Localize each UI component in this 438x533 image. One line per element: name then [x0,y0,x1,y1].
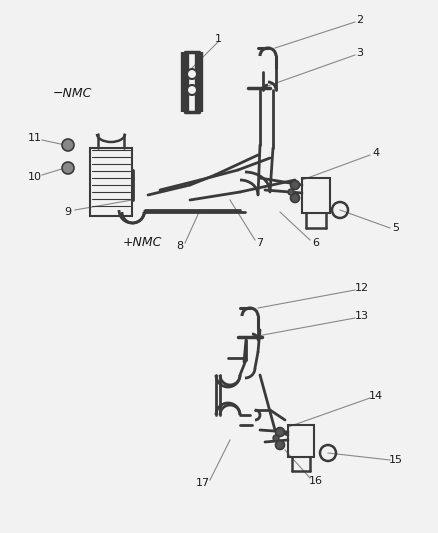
Text: 13: 13 [355,311,369,321]
Circle shape [62,139,74,151]
Text: 12: 12 [355,283,369,293]
Text: 9: 9 [64,207,71,217]
Circle shape [187,85,197,95]
Text: +NMC: +NMC [123,236,162,249]
Text: 3: 3 [357,48,364,58]
Circle shape [273,435,279,441]
Circle shape [288,189,294,195]
Text: 6: 6 [312,238,319,248]
Text: 11: 11 [28,133,42,143]
Text: 16: 16 [309,476,323,486]
Text: 4: 4 [372,148,380,158]
Text: 5: 5 [392,223,399,233]
Circle shape [276,427,285,437]
Bar [302,178,330,213]
Text: −NMC: −NMC [53,87,92,100]
Circle shape [276,440,285,449]
Text: 17: 17 [196,478,210,488]
Text: 14: 14 [369,391,383,401]
Text: 10: 10 [28,172,42,182]
Circle shape [62,162,74,174]
Text: 8: 8 [177,241,184,251]
Text: 7: 7 [256,238,264,248]
Circle shape [290,181,300,190]
Text: 2: 2 [357,15,364,25]
Bar [90,148,132,216]
Circle shape [187,69,197,79]
Circle shape [290,193,300,203]
Text: 1: 1 [215,34,222,44]
Text: 15: 15 [389,455,403,465]
Bar [288,425,314,457]
